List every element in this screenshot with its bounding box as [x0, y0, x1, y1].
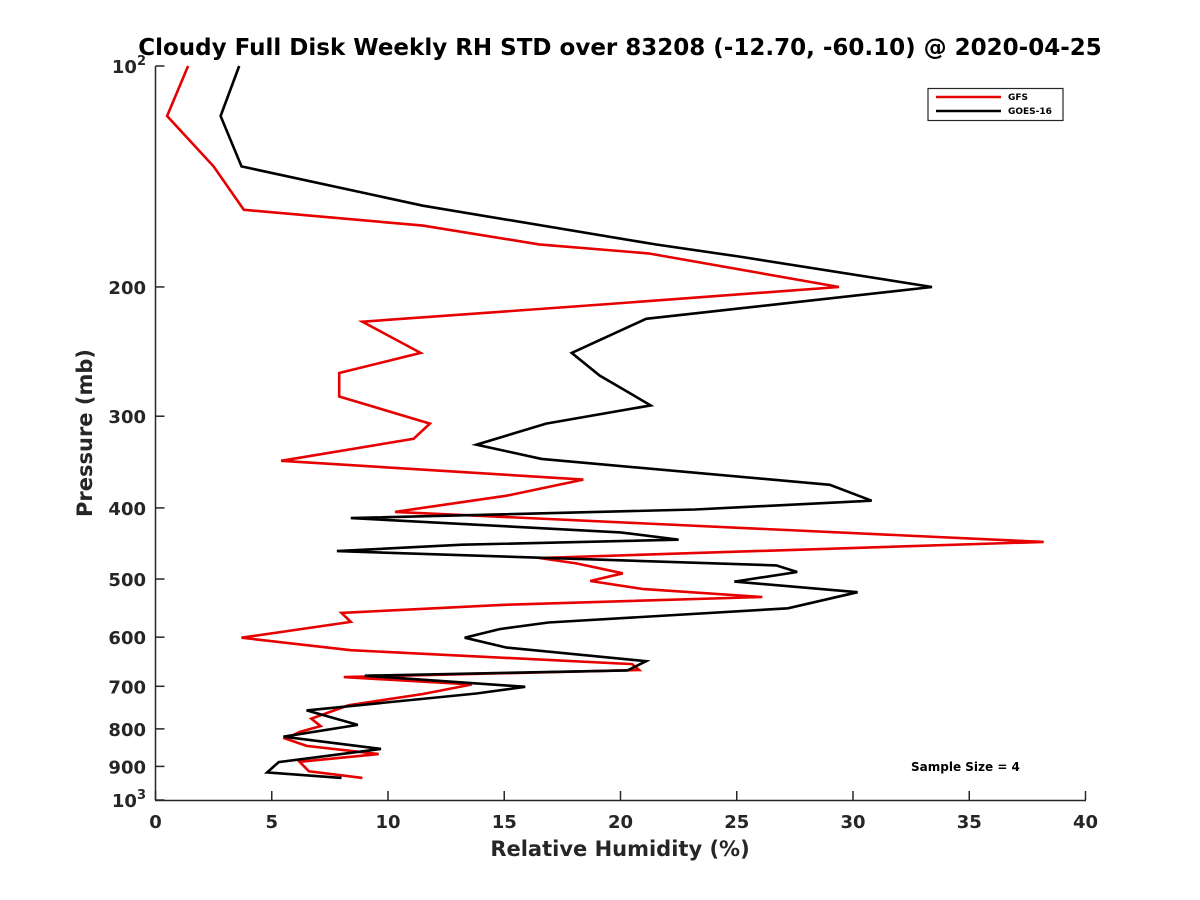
- x-tick-label-15: 15: [492, 812, 517, 833]
- y-tick-label-100: 102: [112, 54, 146, 78]
- y-tick-label-600: 600: [108, 628, 146, 649]
- x-axis-ticks: 0 5 10 15 20 25 30 35 40: [149, 791, 1098, 833]
- x-tick-label-0: 0: [149, 812, 162, 833]
- x-tick-label-35: 35: [957, 812, 982, 833]
- legend: GFS GOES-16: [927, 87, 1064, 122]
- x-tick-label-20: 20: [608, 812, 633, 833]
- legend-label-goes16: GOES-16: [1008, 107, 1052, 117]
- x-tick-label-25: 25: [724, 812, 749, 833]
- y-tick-label-700: 700: [108, 677, 146, 698]
- y-axis-label: Pressure (mb): [73, 349, 97, 517]
- x-tick-label-5: 5: [265, 812, 278, 833]
- y-tick-label-800: 800: [108, 720, 146, 741]
- sample-size-annotation: Sample Size = 4: [911, 760, 1020, 774]
- series-line-goes-16: [219, 65, 933, 780]
- y-tick-label-1000: 103: [112, 788, 146, 812]
- legend-box: [927, 87, 1064, 122]
- series-line-gfs: [165, 65, 1044, 780]
- plot-series-group: [165, 65, 1044, 780]
- y-tick-label-900: 900: [108, 757, 146, 778]
- y-axis-ticks: 102 200 300 400 500 600 700 800 900 103: [108, 54, 165, 812]
- y-tick-label-300: 300: [108, 407, 146, 428]
- y-tick-label-500: 500: [108, 570, 146, 591]
- axes-frame: [154, 66, 1086, 802]
- y-tick-label-200: 200: [108, 278, 146, 299]
- x-tick-label-40: 40: [1073, 812, 1098, 833]
- chart-title: Cloudy Full Disk Weekly RH STD over 8320…: [138, 35, 1102, 61]
- x-tick-label-30: 30: [840, 812, 865, 833]
- x-axis-label: Relative Humidity (%): [490, 837, 749, 861]
- legend-label-gfs: GFS: [1008, 93, 1028, 103]
- x-tick-label-10: 10: [375, 812, 400, 833]
- y-tick-label-400: 400: [108, 499, 146, 520]
